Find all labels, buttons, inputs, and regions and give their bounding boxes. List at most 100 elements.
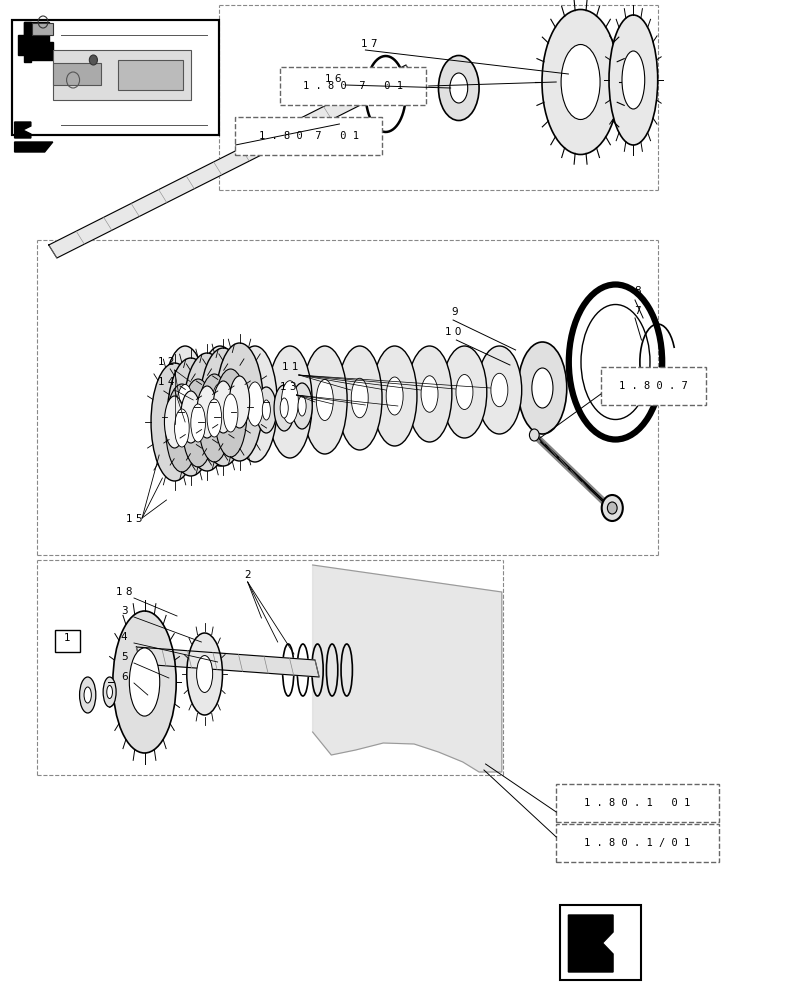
Text: 1 4: 1 4 [158,377,174,387]
Ellipse shape [298,396,306,416]
Bar [235,117,381,155]
Text: 1 . 8 0  7   0 1: 1 . 8 0 7 0 1 [258,131,358,141]
Text: 1 . 8 0  7   0 1: 1 . 8 0 7 0 1 [303,81,403,91]
Text: 1 2: 1 2 [158,357,174,367]
Text: 2: 2 [244,570,251,580]
Ellipse shape [196,386,217,438]
Ellipse shape [183,353,230,471]
Ellipse shape [247,382,263,426]
Ellipse shape [180,391,200,443]
Ellipse shape [406,346,451,442]
Ellipse shape [262,400,270,420]
Polygon shape [136,647,319,677]
Ellipse shape [337,346,381,450]
Bar [55,630,79,652]
Bar [12,20,219,135]
Ellipse shape [84,687,91,703]
Polygon shape [568,915,612,972]
Text: 1 1: 1 1 [282,362,298,372]
Text: 7: 7 [633,306,640,316]
Bar [556,824,718,862]
Ellipse shape [560,44,599,119]
Bar [53,63,101,85]
Bar [118,60,182,90]
Ellipse shape [621,51,644,109]
Ellipse shape [281,381,298,423]
Ellipse shape [207,399,221,437]
Ellipse shape [386,377,402,415]
Bar [53,50,191,100]
Text: 4: 4 [121,632,127,642]
Ellipse shape [177,384,193,432]
Ellipse shape [351,378,367,418]
Ellipse shape [198,346,242,466]
Text: 1: 1 [64,633,71,643]
Circle shape [601,495,622,521]
Text: 1 . 8 0 . 1 / 0 1: 1 . 8 0 . 1 / 0 1 [584,838,689,848]
Ellipse shape [174,409,189,447]
Ellipse shape [491,373,507,407]
Ellipse shape [164,396,185,448]
Ellipse shape [292,383,311,429]
Ellipse shape [216,343,263,461]
Ellipse shape [200,348,247,466]
Ellipse shape [191,404,205,442]
Ellipse shape [129,648,160,716]
Ellipse shape [441,346,486,438]
Ellipse shape [280,398,288,418]
Ellipse shape [79,677,96,713]
Ellipse shape [162,346,208,470]
Ellipse shape [371,346,417,446]
Polygon shape [24,22,31,62]
Bar [560,905,641,980]
Ellipse shape [223,394,238,432]
Ellipse shape [438,55,478,120]
Ellipse shape [517,342,566,434]
Ellipse shape [232,346,277,462]
Ellipse shape [531,368,552,408]
Ellipse shape [212,381,234,433]
Ellipse shape [256,387,276,433]
Ellipse shape [214,369,247,457]
Polygon shape [15,142,53,152]
Ellipse shape [196,656,212,692]
Ellipse shape [303,346,347,454]
Bar [600,367,706,405]
Text: 6: 6 [121,672,127,682]
Text: 1 5: 1 5 [126,514,142,524]
Ellipse shape [608,15,657,145]
Bar [32,23,53,35]
Polygon shape [312,565,501,772]
Circle shape [89,55,97,65]
Ellipse shape [165,384,198,472]
Text: 1 . 8 0 . 1   0 1: 1 . 8 0 . 1 0 1 [584,798,689,808]
Ellipse shape [274,385,294,431]
Polygon shape [18,35,31,55]
Bar [12,20,219,135]
Text: 1 . 8 0 . 7: 1 . 8 0 . 7 [619,381,687,391]
Circle shape [529,429,539,441]
Ellipse shape [187,633,222,715]
Polygon shape [49,65,414,258]
Ellipse shape [182,379,214,467]
Polygon shape [31,42,53,60]
Text: 1 7: 1 7 [361,39,377,49]
Ellipse shape [421,376,437,412]
Text: 1 0: 1 0 [444,327,461,337]
Text: 8: 8 [633,286,640,296]
Ellipse shape [107,686,112,698]
Text: 1 8: 1 8 [116,587,132,597]
Ellipse shape [167,358,214,476]
Ellipse shape [456,375,472,409]
Polygon shape [24,22,49,42]
Ellipse shape [476,346,521,434]
Circle shape [607,502,616,514]
Text: 1 3: 1 3 [280,382,296,392]
Ellipse shape [212,383,228,429]
Polygon shape [15,122,31,138]
Text: 9: 9 [451,307,457,317]
Text: 1 6: 1 6 [324,74,341,84]
Ellipse shape [541,9,618,154]
Ellipse shape [267,346,311,458]
Ellipse shape [316,379,333,421]
